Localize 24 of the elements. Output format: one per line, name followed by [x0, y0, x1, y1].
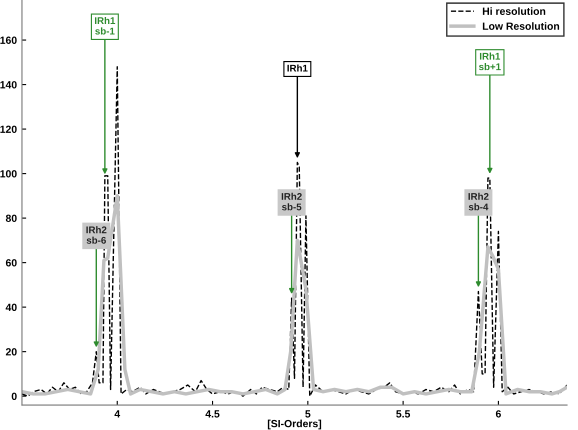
annotation: IRh1 sb+1 [478, 52, 501, 70]
x-tick-label: 5.5 [396, 410, 410, 418]
line-series [22, 194, 568, 396]
x-tick-label: 6 [496, 410, 501, 418]
y-tick-label: 20 [6, 348, 17, 356]
x-tick-label: 4.5 [205, 410, 220, 418]
y-tick-label: 40 [6, 304, 17, 312]
y-tick-label: 140 [0, 81, 17, 88]
y-tick-label: 160 [0, 36, 17, 44]
y-tick-label: 80 [6, 214, 17, 222]
y-tick-label: 60 [6, 259, 17, 266]
annotation: IRh2 sb-4 [468, 192, 489, 210]
x-axis-title: [SI-Orders] [268, 420, 322, 430]
x-tick-label: 5 [305, 410, 310, 418]
legend-label: Hi resolution [482, 7, 546, 15]
annotation: IRh2 sb-5 [282, 192, 302, 210]
annotation: IRh1 [287, 64, 308, 72]
legend-label: Low Resolution [482, 22, 560, 30]
y-tick-label: 100 [0, 170, 17, 178]
annotation: IRh1 sb-1 [94, 16, 116, 35]
annotation: IRh2 sb-6 [86, 226, 106, 244]
y-tick-label: 0 [12, 392, 17, 400]
y-tick-label: 120 [0, 126, 17, 133]
x-tick-label: 4 [114, 410, 120, 418]
